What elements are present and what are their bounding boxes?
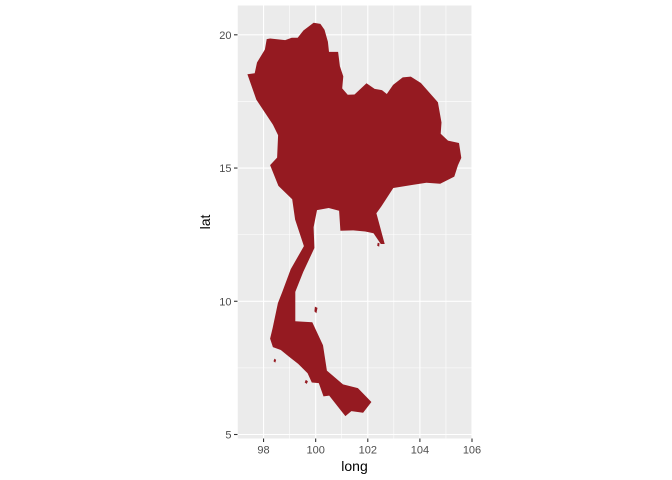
country-shapes — [247, 22, 462, 417]
y-tick-label: 5 — [225, 430, 231, 442]
x-axis-title: long — [341, 458, 367, 474]
island-shape — [273, 358, 277, 363]
y-axis-title: lat — [197, 215, 213, 230]
y-tick-label: 20 — [219, 30, 231, 42]
y-tick-label: 15 — [219, 163, 231, 175]
island-shape — [304, 379, 308, 384]
x-tick-label: 104 — [411, 445, 429, 457]
x-tick-label: 100 — [306, 445, 324, 457]
x-tick-label: 98 — [257, 445, 269, 457]
x-axis-ticks: 98 100 102 104 106 — [257, 438, 481, 457]
y-tick-label: 10 — [219, 296, 231, 308]
island-shape — [377, 242, 380, 247]
island-shape — [314, 306, 318, 314]
x-tick-label: 106 — [463, 445, 481, 457]
thailand-mainland-shape — [247, 22, 462, 417]
y-axis-ticks: 5 10 15 20 — [219, 30, 238, 442]
x-tick-label: 102 — [359, 445, 377, 457]
